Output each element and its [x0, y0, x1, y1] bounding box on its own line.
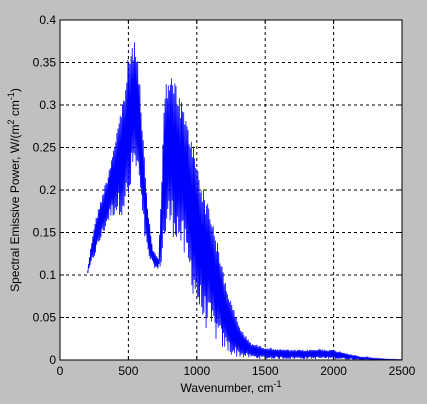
y-tick-label: 0	[49, 353, 56, 367]
y-axis-label-part1: Spectral Emissive Power, W/(m	[8, 125, 22, 292]
x-tick-label: 0	[57, 364, 64, 378]
y-tick-label: 0.1	[39, 268, 56, 282]
y-axis-label-sup2: -1	[6, 92, 16, 100]
x-tick-label: 1500	[252, 364, 279, 378]
x-axis-label-main: Wavenumber, cm	[181, 381, 274, 395]
ticks	[59, 19, 403, 361]
y-tick-label: 0.4	[39, 13, 56, 27]
y-tick-label: 0.2	[39, 183, 56, 197]
series-group	[87, 42, 403, 362]
x-tick-label: 500	[118, 364, 138, 378]
x-tick-label: 2500	[389, 364, 416, 378]
y-axis-label-part3: )	[8, 88, 22, 92]
y-axis-label-sup1: 2	[6, 119, 16, 124]
y-tick-labels: 0 0.05 0.1 0.15 0.2 0.25 0.3 0.35 0.4	[33, 13, 57, 367]
series-line-0	[87, 42, 403, 362]
x-tick-label: 1000	[183, 364, 210, 378]
y-tick-label: 0.05	[33, 311, 57, 325]
y-tick-label: 0.15	[33, 226, 57, 240]
x-tick-label: 2000	[320, 364, 347, 378]
y-tick-label: 0.3	[39, 98, 56, 112]
x-tick-labels: 0 500 1000 1500 2000 2500	[57, 364, 416, 378]
x-axis-label: Wavenumber, cm-1	[181, 379, 282, 395]
y-axis-label: Spectral Emissive Power, W/(m2 cm-1)	[6, 88, 22, 292]
y-tick-label: 0.25	[33, 141, 57, 155]
y-axis-label-part2: cm	[8, 100, 22, 119]
x-axis-label-sup: -1	[273, 379, 281, 389]
y-tick-label: 0.35	[33, 56, 57, 70]
